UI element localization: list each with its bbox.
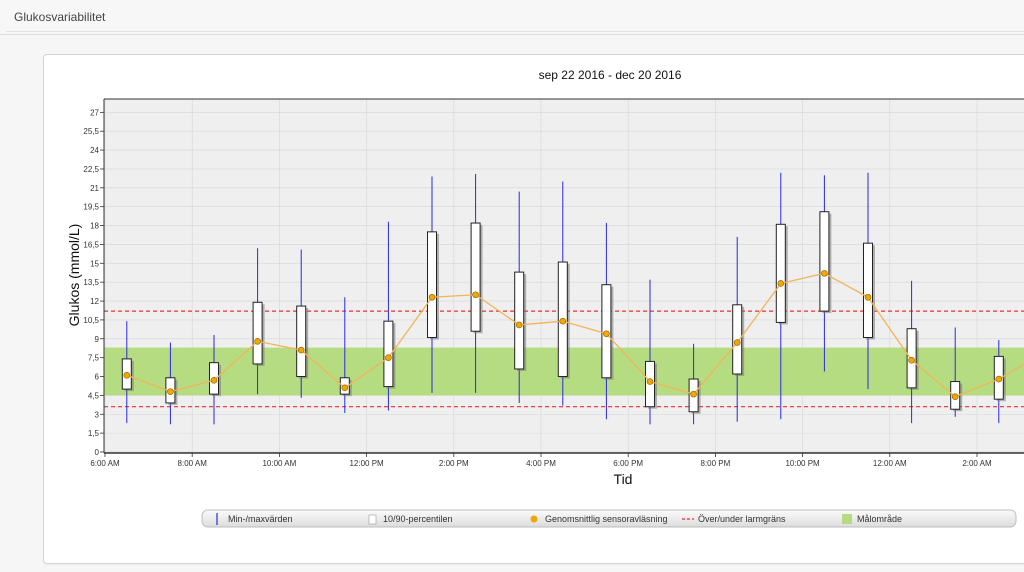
y-tick-label: 15 bbox=[90, 259, 99, 268]
y-axis: 0 1,5 3 4,5 6 7,5 9 10,5 12 13,5 15 16,5 18 19,5 21 22,… bbox=[83, 98, 1024, 457]
mean-point bbox=[690, 390, 697, 398]
x-tick-label: 8:00 AM bbox=[178, 459, 208, 468]
y-axis-label: Glukos (mmol/L) bbox=[66, 224, 82, 327]
mean-point bbox=[603, 330, 610, 338]
page-header: Glukosvariabilitet bbox=[0, 0, 1024, 35]
y-tick-label: 9 bbox=[95, 335, 100, 344]
legend-label: Genomsnittlig sensoravläsning bbox=[545, 514, 668, 524]
percentile-box bbox=[819, 211, 830, 312]
percentile-box bbox=[863, 242, 873, 339]
x-tick-label: 6:00 PM bbox=[613, 459, 643, 468]
legend-label: Min-/maxvärden bbox=[228, 514, 293, 524]
mean-line bbox=[126, 272, 1024, 398]
percentile-box bbox=[427, 231, 437, 339]
y-tick-label: 24 bbox=[90, 146, 99, 155]
header-divider bbox=[6, 31, 1024, 32]
y-tick-label: 7,5 bbox=[88, 354, 100, 363]
x-tick-label: 6:00 AM bbox=[90, 459, 120, 468]
mean-point bbox=[777, 280, 785, 287]
legend-dot-icon bbox=[530, 515, 538, 523]
x-tick-label: 8:00 PM bbox=[701, 459, 731, 468]
page-title: Glukosvariabilitet bbox=[14, 10, 106, 24]
y-tick-label: 0 bbox=[95, 448, 100, 457]
y-tick-label: 25,5 bbox=[83, 127, 99, 136]
chart-title: sep 22 2016 - dec 20 2016 bbox=[539, 68, 682, 82]
y-tick-label: 16,5 bbox=[83, 240, 99, 249]
mean-point bbox=[385, 354, 392, 361]
mean-point bbox=[472, 291, 479, 299]
percentile-box bbox=[296, 305, 307, 378]
percentile-box bbox=[383, 320, 394, 388]
chart-legend: Min-/maxvärden 10/90-percentilen Genomsnit… bbox=[201, 509, 1017, 528]
legend-label: Över/under larmgräns bbox=[698, 514, 786, 524]
x-tick-label: 12:00 AM bbox=[873, 459, 907, 468]
mean-point bbox=[254, 337, 261, 345]
x-tick-label: 4:00 PM bbox=[526, 459, 556, 468]
x-tick-label: 10:00 AM bbox=[262, 459, 296, 468]
mean-point bbox=[908, 356, 915, 364]
y-tick-label: 12 bbox=[90, 297, 99, 306]
mean-point bbox=[341, 384, 349, 392]
y-tick-label: 27 bbox=[90, 108, 99, 117]
x-tick-label: 10:00 PM bbox=[785, 459, 820, 468]
y-tick-label: 6 bbox=[95, 373, 100, 382]
mean-point bbox=[951, 393, 959, 400]
y-tick-label: 13,5 bbox=[83, 278, 99, 287]
legend-label: Målområde bbox=[857, 514, 902, 524]
y-tick-label: 18 bbox=[90, 222, 99, 231]
x-tick-label: 2:00 PM bbox=[439, 459, 469, 468]
mean-point bbox=[515, 321, 523, 329]
x-axis-label: Tid bbox=[614, 471, 633, 487]
y-tick-label: 22,5 bbox=[83, 165, 99, 174]
y-tick-label: 4,5 bbox=[88, 391, 100, 400]
legend-box bbox=[201, 509, 1017, 528]
mean-point bbox=[297, 346, 305, 354]
percentile-box bbox=[514, 271, 525, 370]
y-tick-label: 3 bbox=[95, 410, 100, 419]
x-axis: 6:00 AM 8:00 AM 10:00 AM 12:00 PM 2:00 PM 4:0… bbox=[90, 452, 1024, 468]
mean-point bbox=[733, 339, 741, 346]
mean-point bbox=[646, 378, 654, 385]
legend-box-icon bbox=[368, 514, 377, 525]
mean-point bbox=[123, 371, 131, 379]
y-tick-label: 19,5 bbox=[83, 203, 99, 212]
percentile-box bbox=[775, 223, 786, 323]
legend-band-icon bbox=[842, 514, 852, 524]
percentile-box bbox=[470, 222, 481, 332]
mean-point bbox=[821, 270, 828, 277]
y-tick-label: 21 bbox=[90, 184, 99, 193]
percentile-box bbox=[252, 301, 263, 365]
mean-point bbox=[428, 293, 436, 301]
x-tick-label: 2:00 AM bbox=[962, 459, 992, 468]
x-tick-label: 12:00 PM bbox=[349, 459, 384, 468]
y-tick-label: 10,5 bbox=[83, 316, 99, 325]
plot-area bbox=[104, 99, 1024, 453]
mean-point bbox=[864, 293, 872, 301]
y-tick-label: 1,5 bbox=[88, 429, 100, 438]
mean-point bbox=[559, 317, 567, 325]
mean-point bbox=[995, 375, 1003, 383]
legend-label: 10/90-percentilen bbox=[383, 514, 453, 524]
mean-point bbox=[167, 388, 174, 395]
mean-point bbox=[210, 376, 218, 384]
